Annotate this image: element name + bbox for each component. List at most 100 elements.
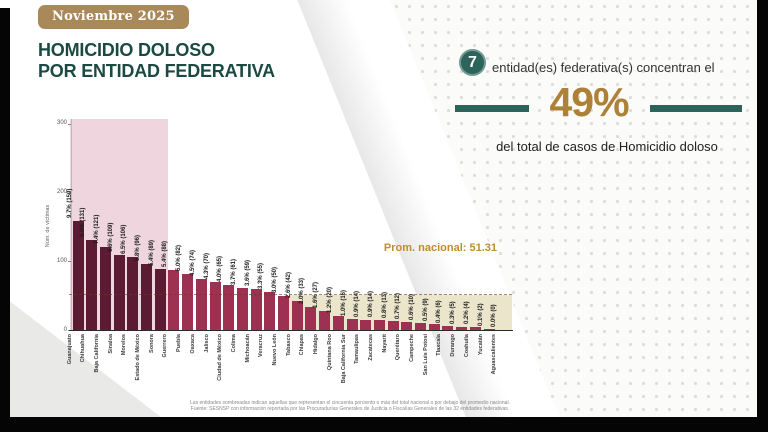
highlight-lead-text: entidad(es) federativa(s) concentran el [492, 60, 715, 75]
bar-value-label: 1.0% (16) [340, 289, 347, 316]
bar [428, 323, 440, 330]
bar [346, 319, 358, 330]
bar-value-label: 0.6% (10) [409, 294, 415, 321]
bar-value-label: 0.7% (12) [395, 292, 402, 319]
bar-value-label: 3.0% (50) [272, 266, 278, 293]
letterbox-left [0, 8, 10, 432]
bar [373, 320, 385, 330]
bar-value-label: 0.5% (9) [422, 298, 429, 321]
x-axis-label: Oaxaca [189, 334, 196, 354]
y-axis-tick-mark [68, 261, 71, 263]
y-axis-tick-label: 100 [56, 257, 67, 264]
footnote-line1: Las entidades sombreadas indican aquella… [190, 400, 510, 406]
page-title-line1: HOMICIDIO DOLOSO [38, 40, 215, 60]
x-axis-label: Querétaro [395, 334, 402, 361]
bar [305, 307, 317, 330]
bar [442, 325, 454, 330]
highlight-sub-text: del total de casos de Homicidio doloso [496, 139, 718, 154]
bar-value-label: 8.0% (131) [80, 207, 87, 237]
x-axis-label: Baja California Sur [340, 334, 347, 384]
bar-value-label: 3.6% (59) [244, 260, 251, 287]
bar-value-label: 1.6% (27) [313, 282, 320, 309]
bar [99, 246, 111, 330]
y-axis-title: Núm. de víctimas [45, 204, 51, 248]
accent-dash-left [455, 105, 529, 112]
bar [236, 288, 248, 330]
x-axis-label: Sonora [148, 334, 155, 353]
bar [415, 323, 426, 330]
bar [469, 327, 481, 330]
bar-value-label: 5.8% (96) [135, 235, 141, 262]
y-axis-tick-label: 200 [56, 189, 67, 196]
bar [291, 301, 303, 330]
page-title: HOMICIDIO DOLOSO POR ENTIDAD FEDERATIVA [38, 40, 275, 82]
x-axis-label: Ciudad de México [217, 334, 224, 381]
bar-value-label: 2.0% (33) [299, 278, 306, 305]
bar-value-label: 3.7% (61) [230, 259, 237, 286]
x-axis-label: Durango [450, 334, 457, 357]
bar [182, 273, 194, 330]
bar-value-label: 0.3% (5) [450, 300, 457, 324]
bar-value-label: 6.5% (106) [121, 224, 128, 255]
bar [319, 311, 331, 330]
bar [168, 269, 180, 330]
bar-value-label: 5.4% (89) [148, 239, 155, 266]
bar [127, 257, 139, 330]
x-axis-label: Colima [230, 334, 237, 353]
bar [278, 295, 289, 330]
x-axis-label: Puebla [176, 334, 183, 353]
y-axis-tick-mark [68, 123, 71, 125]
bar-value-label: 0.2% (4) [463, 301, 470, 325]
bar [456, 326, 468, 330]
x-axis-label: San Luis Potosí [422, 334, 429, 376]
y-axis-tick-label: 300 [56, 120, 67, 127]
x-axis-line [69, 329, 514, 331]
x-axis-label: Tamaulipas [354, 334, 361, 364]
bar-value-label: 5.4% (88) [162, 240, 169, 267]
entity-count-badge: 7 [459, 49, 486, 76]
national-average-label: Prom. nacional: 51.31 [383, 242, 497, 254]
x-axis-label: Yucatán [477, 334, 484, 356]
bar [209, 281, 221, 330]
bar [264, 292, 276, 330]
bar [141, 264, 152, 330]
letterbox-right [757, 0, 768, 432]
date-badge-label: Noviembre 2025 [52, 9, 175, 24]
bar [332, 316, 344, 330]
bar [483, 328, 495, 330]
x-axis-label: Tlaxcala [436, 334, 443, 356]
y-axis-tick-mark [68, 192, 71, 194]
bar [223, 285, 235, 330]
bar [387, 321, 399, 330]
date-badge: Noviembre 2025 [38, 5, 189, 29]
bar [154, 268, 166, 330]
x-axis-label: Zacatecas [367, 334, 374, 361]
bar [250, 289, 262, 330]
bar-value-label: 0.1% (2) [477, 302, 484, 326]
bar [401, 321, 413, 330]
footnote-line2: Fuente: SESNSP con información reportada… [190, 406, 510, 412]
bar-value-label: 5.0% (82) [176, 244, 183, 271]
bar-value-label: 2.6% (42) [285, 272, 292, 299]
national-average-line [69, 293, 513, 295]
y-axis-line [71, 119, 72, 330]
x-axis-label: Baja California [93, 334, 100, 373]
x-axis-label: Veracruz [258, 334, 265, 357]
highlight-percent: 49% [549, 79, 629, 125]
entity-count-value: 7 [468, 53, 477, 71]
bar-value-label: 1.2% (20) [326, 287, 333, 314]
x-axis-label: Chiapas [299, 334, 306, 356]
bar [86, 240, 98, 330]
x-axis-label: Nuevo León [272, 334, 278, 366]
bar-value-label: 0.0% (0) [491, 304, 498, 327]
x-axis-label: Guanajuato [66, 334, 73, 365]
bar-value-label: 6.6% (109) [107, 222, 114, 253]
x-axis-label: Quintana Roo [326, 334, 333, 371]
bar [360, 320, 372, 330]
x-axis-label: Michoacán [244, 334, 251, 363]
x-axis-label: Jalisco [203, 334, 210, 353]
bar [195, 279, 207, 330]
bar-value-label: 4.5% (74) [189, 250, 196, 277]
